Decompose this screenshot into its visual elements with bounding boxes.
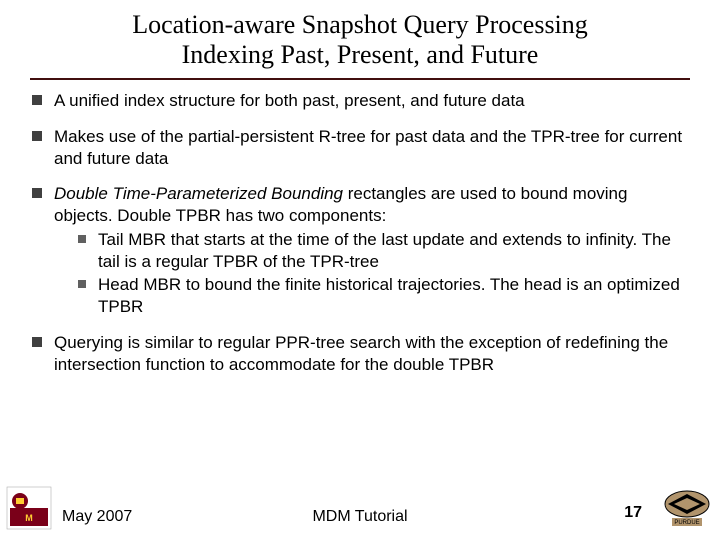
footer-center: MDM Tutorial: [0, 508, 720, 526]
sub-bullet-list: Tail MBR that starts at the time of the …: [78, 229, 688, 318]
footer: M May 2007 MDM Tutorial 17 PURDUE: [0, 484, 720, 532]
content-area: A unified index structure for both past,…: [0, 80, 720, 375]
list-item: Querying is similar to regular PPR-tree …: [32, 332, 688, 376]
list-item: Tail MBR that starts at the time of the …: [78, 229, 688, 273]
list-item: Makes use of the partial-persistent R-tr…: [32, 126, 688, 170]
title-line-1: Location-aware Snapshot Query Processing: [40, 10, 680, 40]
bullet-text: A unified index structure for both past,…: [54, 91, 525, 110]
slide: Location-aware Snapshot Query Processing…: [0, 0, 720, 540]
title-block: Location-aware Snapshot Query Processing…: [0, 0, 720, 74]
list-item: Double Time-Parameterized Bounding recta…: [32, 183, 688, 318]
bullet-text: Makes use of the partial-persistent R-tr…: [54, 127, 682, 168]
bullet-text: Querying is similar to regular PPR-tree …: [54, 333, 668, 374]
bullet-list: A unified index structure for both past,…: [32, 90, 688, 375]
svg-text:PURDUE: PURDUE: [674, 520, 699, 526]
bullet-text: Head MBR to bound the finite historical …: [98, 275, 680, 316]
footer-page-number: 17: [624, 504, 642, 522]
list-item: Head MBR to bound the finite historical …: [78, 274, 688, 318]
purdue-logo-icon: PURDUE: [660, 488, 714, 530]
bullet-text-run-italic: Double Time-Parameterized Bounding: [54, 184, 343, 203]
list-item: A unified index structure for both past,…: [32, 90, 688, 112]
bullet-text: Tail MBR that starts at the time of the …: [98, 230, 671, 271]
title-line-2: Indexing Past, Present, and Future: [40, 40, 680, 70]
